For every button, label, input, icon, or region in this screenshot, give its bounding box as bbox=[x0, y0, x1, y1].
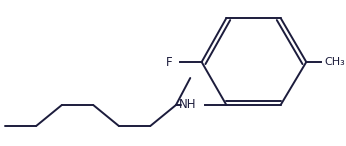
Text: NH: NH bbox=[179, 99, 196, 112]
Text: F: F bbox=[166, 55, 173, 68]
Text: CH₃: CH₃ bbox=[324, 57, 345, 67]
